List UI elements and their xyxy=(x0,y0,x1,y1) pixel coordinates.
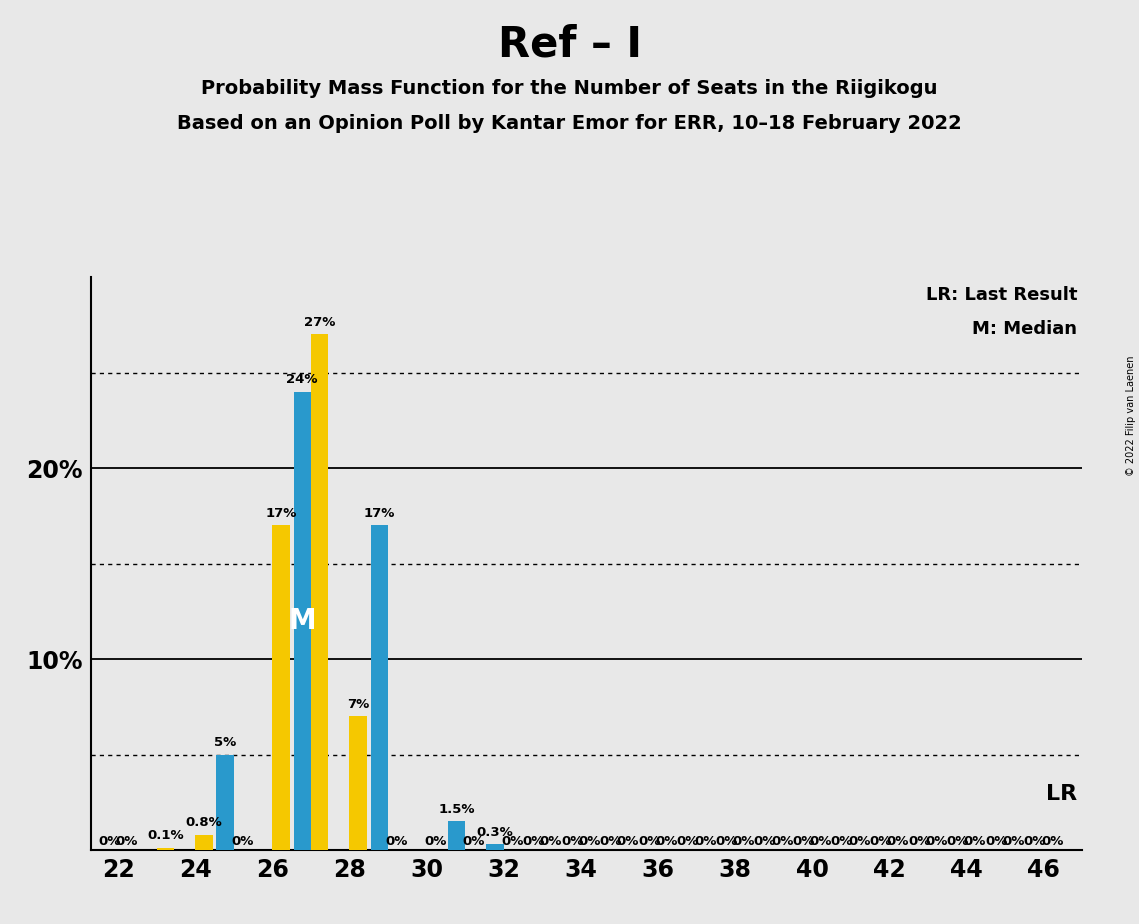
Text: 7%: 7% xyxy=(347,698,369,711)
Text: 0%: 0% xyxy=(599,834,622,848)
Text: 0%: 0% xyxy=(810,834,831,848)
Text: Based on an Opinion Poll by Kantar Emor for ERR, 10–18 February 2022: Based on an Opinion Poll by Kantar Emor … xyxy=(178,114,961,133)
Text: 1.5%: 1.5% xyxy=(439,803,475,816)
Text: 0%: 0% xyxy=(231,834,254,848)
Bar xyxy=(448,821,465,850)
Text: 0%: 0% xyxy=(754,834,776,848)
Text: © 2022 Filip van Laenen: © 2022 Filip van Laenen xyxy=(1126,356,1136,476)
Text: 0%: 0% xyxy=(424,834,446,848)
Text: 0%: 0% xyxy=(1024,834,1046,848)
Text: 0%: 0% xyxy=(830,834,853,848)
Text: 0%: 0% xyxy=(887,834,909,848)
Bar xyxy=(486,845,503,850)
Text: 0.1%: 0.1% xyxy=(147,830,183,843)
Text: 0%: 0% xyxy=(540,834,563,848)
Text: 0%: 0% xyxy=(1041,834,1064,848)
Bar xyxy=(157,848,174,850)
Text: 0%: 0% xyxy=(793,834,814,848)
Text: M: M xyxy=(288,607,316,635)
Text: 0%: 0% xyxy=(694,834,716,848)
Text: LR: LR xyxy=(1046,784,1077,804)
Text: 0%: 0% xyxy=(925,834,948,848)
Bar xyxy=(294,392,311,850)
Text: 0%: 0% xyxy=(771,834,794,848)
Text: 0%: 0% xyxy=(501,834,524,848)
Text: 0%: 0% xyxy=(560,834,583,848)
Text: 5%: 5% xyxy=(214,736,236,748)
Text: 0%: 0% xyxy=(523,834,544,848)
Text: 0%: 0% xyxy=(715,834,738,848)
Text: 0%: 0% xyxy=(908,834,931,848)
Text: 0%: 0% xyxy=(964,834,986,848)
Text: 0%: 0% xyxy=(677,834,699,848)
Text: 24%: 24% xyxy=(287,373,318,386)
Text: 0%: 0% xyxy=(985,834,1008,848)
Text: 0%: 0% xyxy=(1002,834,1025,848)
Bar xyxy=(350,716,367,850)
Text: Probability Mass Function for the Number of Seats in the Riigikogu: Probability Mass Function for the Number… xyxy=(202,79,937,98)
Bar xyxy=(195,834,213,850)
Text: 27%: 27% xyxy=(304,316,335,329)
Text: LR: Last Result: LR: Last Result xyxy=(926,286,1077,304)
Text: 0%: 0% xyxy=(115,834,138,848)
Text: 0%: 0% xyxy=(462,834,485,848)
Bar xyxy=(311,334,328,850)
Text: 0%: 0% xyxy=(849,834,870,848)
Text: 0.8%: 0.8% xyxy=(186,816,222,829)
Text: 17%: 17% xyxy=(265,506,296,519)
Text: 0%: 0% xyxy=(732,834,755,848)
Bar xyxy=(370,526,388,850)
Text: 0%: 0% xyxy=(617,834,639,848)
Text: 0%: 0% xyxy=(385,834,408,848)
Text: 0.3%: 0.3% xyxy=(476,826,514,839)
Text: 0%: 0% xyxy=(638,834,661,848)
Text: 17%: 17% xyxy=(363,506,395,519)
Bar xyxy=(216,755,233,850)
Text: 0%: 0% xyxy=(947,834,969,848)
Text: 0%: 0% xyxy=(579,834,600,848)
Text: 0%: 0% xyxy=(98,834,121,848)
Text: M: Median: M: Median xyxy=(972,321,1077,338)
Bar xyxy=(272,526,289,850)
Text: 0%: 0% xyxy=(869,834,892,848)
Text: 0%: 0% xyxy=(655,834,678,848)
Text: Ref – I: Ref – I xyxy=(498,23,641,65)
